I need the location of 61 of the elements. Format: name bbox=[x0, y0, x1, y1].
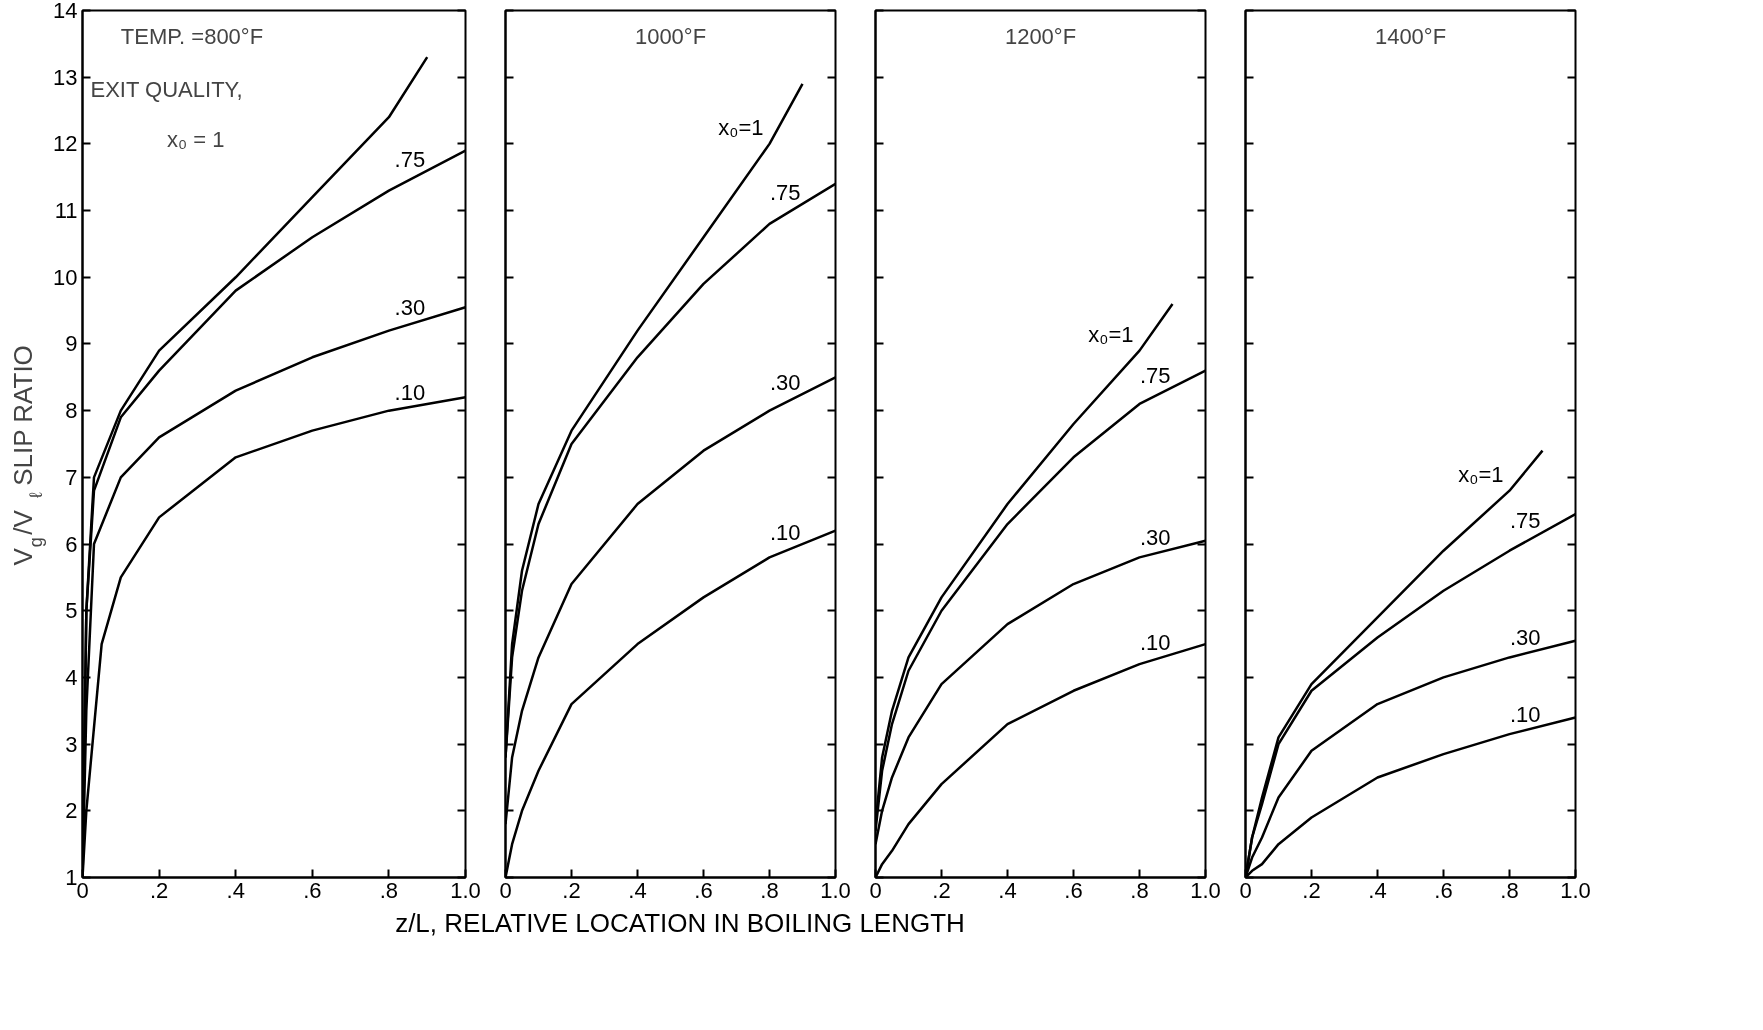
x-tick-label: .8 bbox=[379, 877, 399, 903]
annotation: EXIT QUALITY, bbox=[90, 77, 243, 103]
x-tick-label: 0 bbox=[499, 877, 512, 903]
x-tick-label: 1.0 bbox=[450, 877, 481, 903]
y-tick-label: 1 bbox=[65, 865, 78, 890]
y-tick-label: 11 bbox=[54, 198, 78, 224]
y-tick-label: 6 bbox=[65, 531, 78, 557]
series-label: .30 bbox=[769, 369, 801, 395]
series-label: .30 bbox=[1509, 625, 1541, 651]
x-tick-label: 0 bbox=[869, 877, 882, 903]
x-tick-label: .2 bbox=[932, 877, 951, 903]
x-tick-label: .6 bbox=[1434, 877, 1453, 903]
y-tick-label: 4 bbox=[65, 664, 78, 690]
y-tick-label: 9 bbox=[65, 331, 78, 357]
x-tick-label: 1.0 bbox=[1560, 877, 1591, 903]
x-tick-label: .8 bbox=[1500, 877, 1519, 903]
legend-label: .30 bbox=[1139, 525, 1171, 551]
y-tick-label: 3 bbox=[65, 731, 78, 757]
x-tick-label: .6 bbox=[1064, 877, 1083, 903]
x-tick-label: .4 bbox=[628, 877, 647, 903]
x-axis-title: z/L, RELATIVE LOCATION IN BOILING LENGTH bbox=[395, 907, 965, 940]
series-label: x₀=1 bbox=[1088, 321, 1134, 347]
series-label: .75 bbox=[1139, 363, 1171, 389]
series-label: .10 bbox=[1509, 701, 1541, 727]
annotation: x₀ = 1 bbox=[167, 127, 225, 153]
series-label: .10 bbox=[1139, 630, 1171, 656]
series-label: x₀=1 bbox=[718, 114, 764, 140]
text: 1000°F bbox=[634, 23, 707, 49]
text: 1200°F bbox=[1004, 23, 1077, 49]
x-tick-label: 1.0 bbox=[820, 877, 851, 903]
y-tick-label: 7 bbox=[65, 464, 78, 490]
series-label: .10 bbox=[394, 379, 426, 405]
x-tick-label: .2 bbox=[149, 877, 169, 903]
y-tick-label: 5 bbox=[65, 598, 78, 624]
legend-label: .10 bbox=[769, 520, 801, 546]
y-tick-label: 8 bbox=[65, 398, 78, 424]
x-tick-label: 0 bbox=[76, 877, 89, 903]
x-tick-label: .8 bbox=[760, 877, 779, 903]
y-axis-title: Vg/Vℓ SLIP RATIO bbox=[8, 345, 46, 566]
x-tick-label: .4 bbox=[998, 877, 1017, 903]
x-tick-label: 0 bbox=[1239, 877, 1252, 903]
series-label: x₀=1 bbox=[1458, 461, 1504, 487]
series-label: .75 bbox=[1509, 508, 1541, 534]
series-label: .75 bbox=[769, 179, 801, 205]
y-tick-label: 12 bbox=[53, 131, 78, 157]
x-tick-label: .4 bbox=[1368, 877, 1387, 903]
x-tick-label: .2 bbox=[562, 877, 581, 903]
text: TEMP. =800°F bbox=[120, 23, 264, 49]
x-tick-label: .4 bbox=[226, 877, 245, 903]
x-tick-label: .6 bbox=[694, 877, 713, 903]
x-tick-label: 1.0 bbox=[1190, 877, 1221, 903]
y-tick-label: 13 bbox=[53, 64, 78, 90]
x-tick-label: .8 bbox=[1130, 877, 1149, 903]
series-label: .75 bbox=[394, 146, 426, 172]
series-label: .30 bbox=[394, 294, 426, 320]
y-tick-label: 10 bbox=[53, 264, 78, 290]
x-tick-label: .6 bbox=[303, 877, 322, 903]
y-tick-label: 2 bbox=[65, 798, 78, 824]
x-tick-label: .2 bbox=[1302, 877, 1321, 903]
y-tick-label: 14 bbox=[53, 0, 78, 23]
text: 1400°F bbox=[1374, 23, 1447, 49]
